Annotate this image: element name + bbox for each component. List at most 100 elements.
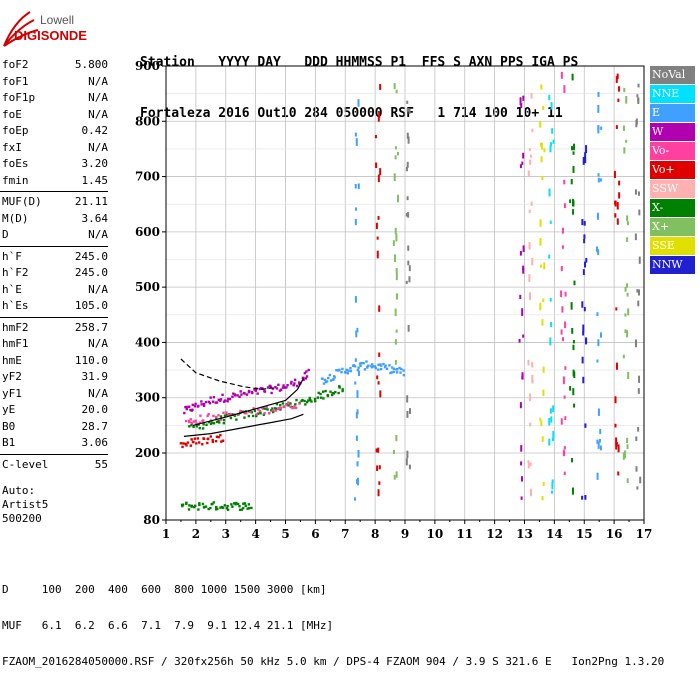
noise-point: [572, 344, 575, 351]
noise-point: [551, 437, 554, 442]
echo-point: [236, 394, 239, 397]
param-label: MUF(D): [2, 195, 42, 208]
param-separator: [0, 245, 108, 247]
noise-point: [618, 180, 621, 186]
echo-point: [239, 390, 242, 393]
noise-point: [377, 489, 380, 497]
noise-point: [635, 436, 638, 441]
echo-point: [370, 366, 374, 369]
noise-point: [637, 191, 640, 196]
echo-point: [289, 402, 292, 405]
echo-point: [197, 404, 200, 408]
noise-point: [634, 339, 637, 348]
x-tick-label: 3: [222, 527, 230, 541]
noise-point: [551, 482, 554, 490]
echo-point: [322, 382, 326, 385]
noise-point: [598, 438, 601, 443]
noise-point: [564, 321, 567, 329]
echo-point: [240, 508, 244, 511]
echo-point: [194, 402, 197, 406]
echo-point: [295, 384, 299, 388]
param-value: N/A: [88, 282, 108, 296]
echo-point: [356, 368, 360, 372]
echo-point: [377, 368, 380, 371]
noise-point: [522, 95, 525, 101]
echo-point: [400, 367, 403, 371]
echo-point: [279, 388, 283, 391]
noise-point: [583, 306, 586, 312]
noise-point: [637, 300, 640, 307]
noise-point: [550, 102, 553, 110]
echo-point: [335, 369, 338, 372]
noise-point: [599, 445, 602, 451]
noise-point: [596, 439, 599, 444]
echo-point: [338, 386, 341, 389]
echo-point: [209, 435, 213, 438]
echo-point: [192, 425, 195, 429]
echo-point: [214, 401, 217, 404]
noise-point: [539, 238, 542, 246]
noise-point: [581, 356, 584, 364]
noise-point: [548, 188, 551, 197]
echo-point: [266, 408, 269, 411]
echo-point: [198, 421, 202, 424]
echo-point: [274, 407, 277, 410]
noise-point: [519, 251, 522, 256]
echo-point: [271, 409, 275, 412]
noise-point: [355, 412, 358, 419]
y-tick-label: 80: [143, 513, 160, 527]
noise-point: [529, 393, 532, 402]
echo-point: [206, 437, 210, 440]
echo-point: [262, 413, 266, 416]
echo-point: [229, 413, 233, 416]
echo-point: [206, 414, 209, 418]
echo-point: [298, 381, 301, 384]
noise-point: [394, 254, 397, 263]
x-tick-label: 13: [516, 527, 533, 541]
noise-point: [539, 121, 542, 128]
echo-point: [181, 445, 184, 449]
echo-point: [207, 507, 210, 511]
noise-point: [564, 416, 567, 421]
param-row: B0 28.7: [2, 420, 108, 436]
noise-point: [616, 218, 619, 225]
echo-point: [215, 505, 218, 509]
noise-point: [615, 76, 618, 83]
echo-point: [293, 405, 296, 408]
noise-point: [626, 237, 629, 242]
x-tick-label: 11: [456, 527, 473, 541]
noise-point: [635, 118, 638, 125]
echo-point: [204, 400, 208, 404]
echo-point: [202, 423, 205, 426]
noise-point: [551, 128, 554, 134]
param-label: h`F: [2, 249, 22, 263]
noise-point: [585, 257, 588, 263]
noise-point: [638, 375, 641, 383]
x-tick-label: 16: [606, 527, 623, 541]
noise-point: [520, 476, 523, 482]
noise-point: [354, 497, 357, 501]
y-tick-label: 600: [135, 225, 160, 239]
noise-point: [552, 139, 555, 144]
noise-point: [570, 178, 573, 185]
noise-point: [597, 125, 600, 130]
noise-point: [563, 203, 566, 209]
noise-point: [378, 481, 381, 485]
echo-point: [373, 365, 377, 368]
noise-point: [395, 329, 398, 333]
param-value: N/A: [88, 228, 108, 241]
noise-point: [634, 233, 637, 241]
noise-point: [560, 290, 563, 298]
echo-point: [228, 397, 232, 401]
noise-point: [405, 213, 408, 217]
echo-point: [382, 362, 385, 366]
echo-point: [316, 396, 320, 399]
echo-point: [197, 441, 201, 444]
noise-point: [618, 192, 621, 199]
echo-point: [255, 413, 258, 416]
noise-point: [395, 233, 398, 242]
noise-point: [527, 460, 530, 464]
echo-point: [260, 406, 264, 409]
noise-point: [529, 159, 532, 165]
echo-point: [247, 507, 251, 510]
